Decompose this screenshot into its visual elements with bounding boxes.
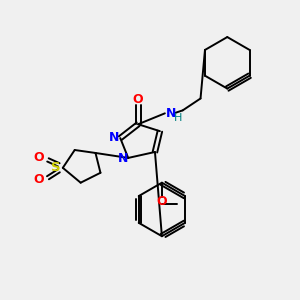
Text: N: N (109, 130, 119, 144)
Text: O: O (133, 93, 143, 106)
Text: S: S (51, 161, 61, 174)
Text: N: N (118, 152, 128, 165)
Text: O: O (34, 152, 44, 164)
Text: H: H (174, 113, 182, 123)
Text: O: O (157, 195, 167, 208)
Text: N: N (166, 107, 176, 120)
Text: O: O (34, 173, 44, 186)
